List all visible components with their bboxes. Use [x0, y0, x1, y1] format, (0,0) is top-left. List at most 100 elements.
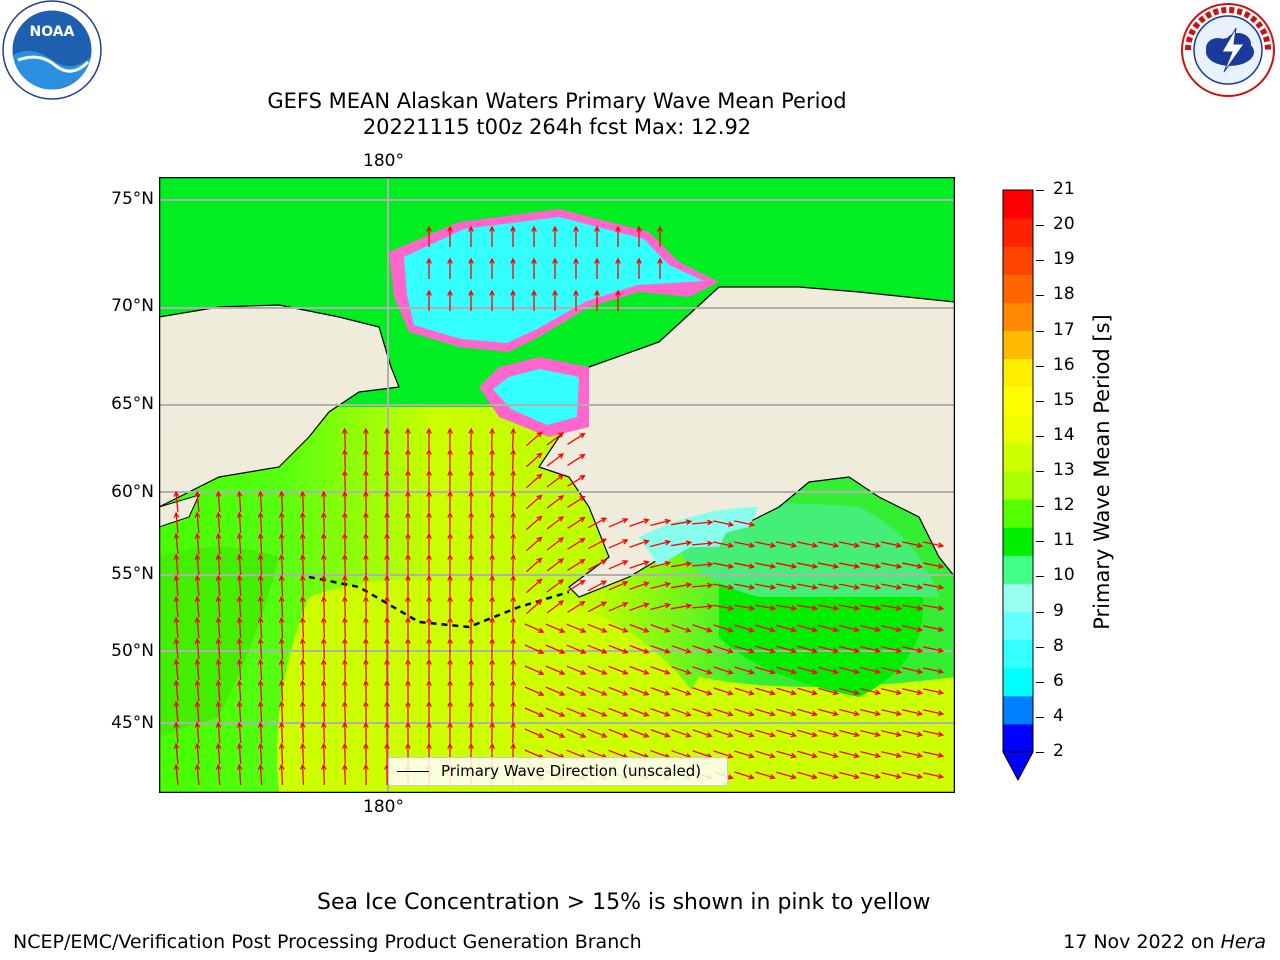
wave-arrow — [384, 721, 390, 744]
wave-arrow — [755, 666, 776, 675]
wave-arrow — [755, 645, 776, 654]
wave-arrow — [510, 553, 517, 576]
wave-arrow — [839, 708, 861, 717]
wave-arrow — [320, 679, 327, 702]
wave-arrow — [173, 574, 180, 597]
wave-arrow — [468, 595, 474, 618]
sea-ice-ocean — [404, 217, 704, 343]
wave-arrow — [734, 666, 755, 675]
wave-arrow — [215, 658, 222, 681]
wave-arrow — [257, 721, 264, 744]
wave-arrow — [489, 427, 495, 450]
wave-arrow — [566, 644, 587, 654]
wave-arrow — [860, 687, 882, 696]
wave-arrow — [447, 637, 453, 660]
wave-arrow — [713, 541, 735, 548]
colorbar-tick-mark — [1036, 365, 1044, 367]
wave-arrow — [629, 518, 650, 527]
wave-arrow — [691, 603, 714, 610]
wave-arrow — [818, 666, 840, 675]
colorbar-swatch — [1003, 639, 1033, 669]
wave-arrow — [629, 686, 650, 696]
wave-arrow — [546, 453, 565, 467]
wave-arrow — [629, 602, 650, 611]
colorbar-swatch — [1003, 190, 1033, 219]
wave-arrow — [755, 583, 777, 590]
colorbar-swatch — [1003, 442, 1033, 472]
wave-arrow — [447, 616, 453, 639]
colorbar-tick-mark — [1036, 576, 1044, 578]
wave-arrow — [881, 772, 903, 780]
wave-arrow — [546, 537, 565, 551]
wave-arrow — [194, 616, 201, 639]
wave-arrow — [489, 225, 495, 247]
wave-arrow — [257, 658, 264, 681]
wave-arrow — [278, 637, 285, 660]
wave-arrow — [447, 427, 453, 450]
wave-arrow — [776, 708, 797, 717]
colorbar-tick-label: 12 — [1053, 495, 1075, 516]
wave-arrow — [566, 623, 587, 633]
wave-arrow — [405, 616, 411, 639]
wave-arrow — [510, 427, 517, 450]
wave-arrow — [173, 721, 180, 744]
wave-arrow — [215, 616, 222, 639]
wave-arrow — [341, 532, 348, 555]
wave-arrow — [489, 257, 495, 279]
wave-arrow — [587, 665, 608, 675]
wave-arrow — [839, 624, 861, 633]
wave-arrow — [236, 742, 243, 765]
wave-arrow — [341, 490, 348, 513]
wave-arrow — [405, 721, 411, 744]
colorbar-tick-mark — [1036, 225, 1044, 227]
wave-arrow — [545, 665, 566, 675]
wave-arrow — [447, 225, 453, 247]
wave-arrow — [426, 700, 432, 723]
wave-arrow — [923, 604, 945, 611]
legend-line-sample — [397, 771, 429, 772]
wave-arrow — [650, 686, 671, 696]
wave-arrow — [447, 448, 453, 471]
colorbar-swatch — [1003, 302, 1033, 331]
wave-arrow — [818, 750, 840, 759]
wave-arrow — [299, 679, 306, 702]
wave-arrow — [566, 707, 587, 717]
wave-arrow — [608, 581, 629, 591]
wave-arrow — [278, 595, 285, 618]
wave-arrow — [629, 665, 650, 675]
wave-arrow — [755, 729, 776, 738]
colorbar-tick-label: 20 — [1053, 214, 1075, 235]
wave-arrow — [526, 515, 543, 531]
wave-arrow — [608, 644, 629, 654]
wave-arrow — [860, 708, 882, 717]
wave-arrow — [426, 532, 432, 555]
wave-arrow — [629, 644, 650, 654]
lat-label-50: 50°N — [111, 641, 154, 661]
wave-arrow — [320, 532, 327, 555]
footer-branch: NCEP/EMC/Verification Post Processing Pr… — [13, 931, 642, 953]
wave-arrow — [468, 490, 474, 513]
wave-arrow — [713, 520, 735, 528]
wave-arrow — [881, 646, 903, 654]
colorbar-swatches — [1002, 189, 1034, 782]
wave-arrow — [468, 658, 474, 681]
wave-arrow — [734, 771, 755, 780]
wave-arrow — [734, 750, 755, 759]
wave-arrow — [405, 448, 411, 471]
wave-arrow — [426, 289, 432, 311]
wave-arrow — [341, 427, 348, 450]
wave-arrow — [384, 469, 390, 492]
wave-arrow — [363, 427, 369, 450]
wave-arrow — [546, 600, 565, 614]
wave-arrow — [594, 289, 600, 311]
wave-arrow — [776, 562, 798, 569]
wave-arrow — [426, 553, 432, 576]
wave-arrow — [257, 490, 264, 513]
colorbar-swatch — [1003, 499, 1033, 528]
wave-arrow — [902, 667, 924, 675]
wave-arrow — [468, 679, 474, 702]
wave-arrow — [173, 511, 180, 534]
wave-arrow — [691, 519, 714, 526]
wave-arrow — [236, 490, 243, 513]
wave-arrow — [194, 490, 201, 513]
